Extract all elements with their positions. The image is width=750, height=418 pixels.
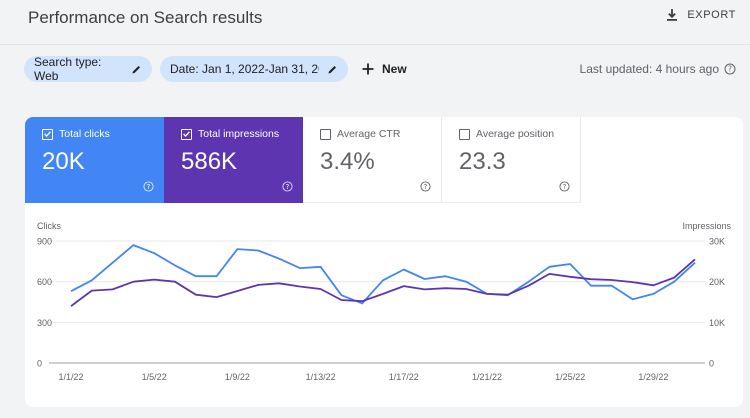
new-filter-button[interactable]: New [362,56,407,82]
svg-text:?: ? [563,183,567,191]
filter-bar: Search type: Web Date: Jan 1, 2022-Jan 3… [24,55,736,84]
svg-text:?: ? [728,65,732,74]
question-circle-icon[interactable]: ? [282,179,293,197]
last-updated: Last updated: 4 hours ago ? [580,62,736,76]
x-tick-label: 1/17/22 [389,372,419,382]
plus-icon [362,63,374,75]
question-circle-icon[interactable]: ? [143,179,154,197]
new-filter-label: New [382,62,407,76]
date-range-chip[interactable]: Date: Jan 1, 2022-Jan 31, 20… [160,56,348,82]
x-tick-label: 1/13/22 [306,372,336,382]
export-label: EXPORT [687,9,736,21]
y-tick-label-left: 900 [37,237,52,247]
x-tick-label: 1/5/22 [142,372,167,382]
y-tick-label-right: 0 [709,359,714,369]
metric-average-ctr[interactable]: Average CTR 3.4% ? [303,117,442,203]
search-type-chip[interactable]: Search type: Web [24,55,152,83]
y-tick-label-left: 600 [37,277,52,287]
question-circle-icon[interactable]: ? [724,63,736,75]
date-range-label: Date: Jan 1, 2022-Jan 31, 20… [170,62,319,76]
metric-label: Total impressions [198,128,280,140]
svg-text:?: ? [147,183,151,191]
y-tick-label-right: 30K [709,237,725,247]
page-header: Performance on Search results EXPORT [0,0,750,45]
svg-text:?: ? [424,183,428,191]
metric-average-position[interactable]: Average position 23.3 ? [442,117,581,203]
performance-card: Total clicks 20K ? Total impressions 586… [25,117,743,407]
y-tick-label-right: 10K [709,318,725,328]
performance-chart[interactable]: Clicks Impressions 0 0 300 10K 600 20K 900 30K 1/1… [25,209,743,407]
page-title: Performance on Search results [28,8,263,27]
metric-value: 23.3 [459,148,506,175]
search-type-label: Search type: Web [34,55,102,83]
metric-value: 3.4% [320,148,375,175]
checkbox-unchecked-icon[interactable] [320,128,331,140]
pencil-icon [131,64,142,75]
svg-text:?: ? [286,183,290,191]
metric-label: Average CTR [337,128,401,140]
y-axis-title-right: Impressions [682,221,731,231]
y-axis-title-left: Clicks [37,221,61,231]
question-circle-icon[interactable]: ? [559,179,570,197]
checkbox-unchecked-icon[interactable] [459,128,470,140]
series-line-clicks [70,244,696,305]
checkbox-checked-icon[interactable] [181,128,192,140]
x-tick-label: 1/29/22 [638,372,668,382]
metric-value: 586K [181,148,238,175]
export-button[interactable]: EXPORT [665,8,736,22]
download-icon [665,8,679,22]
x-tick-label: 1/25/22 [555,372,585,382]
last-updated-text: Last updated: 4 hours ago [579,62,719,76]
checkbox-checked-icon[interactable] [42,128,53,140]
question-circle-icon[interactable]: ? [420,179,431,197]
y-tick-label-left: 300 [37,318,52,328]
metric-total-clicks[interactable]: Total clicks 20K ? [25,117,164,203]
series-line-impressions [70,258,696,307]
metric-value: 20K [42,148,85,175]
metric-total-impressions[interactable]: Total impressions 586K ? [164,117,303,203]
metric-label: Average position [476,128,555,140]
metric-label: Total clicks [59,128,110,140]
pencil-icon [327,64,338,75]
x-tick-label: 1/21/22 [472,372,502,382]
x-tick-label: 1/1/22 [58,372,83,382]
x-tick-label: 1/9/22 [225,372,250,382]
y-tick-label-left: 0 [37,359,42,369]
y-tick-label-right: 20K [709,277,725,287]
